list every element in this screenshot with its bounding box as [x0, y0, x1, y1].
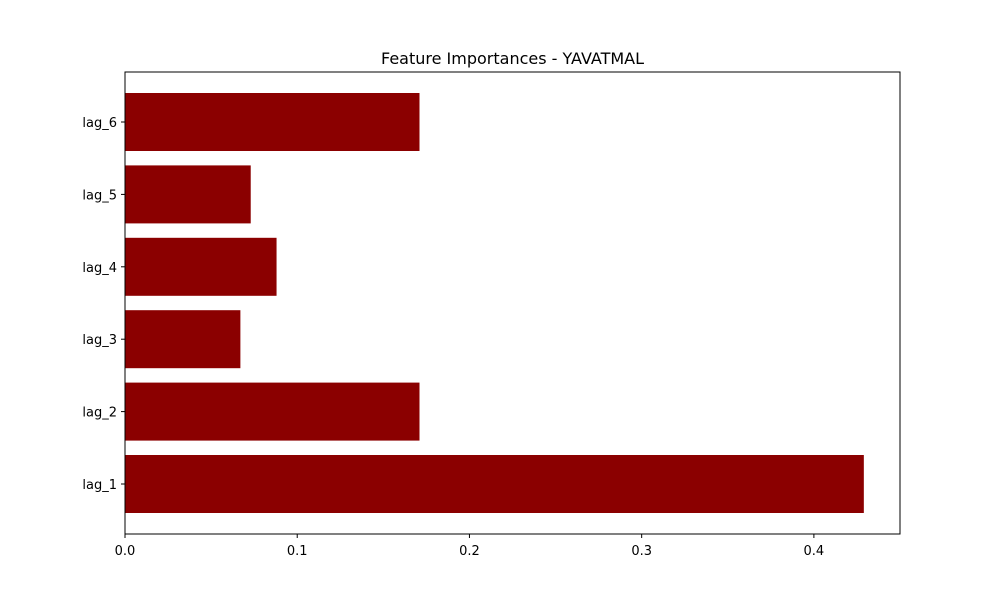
- bars-group: [125, 93, 864, 513]
- y-tick-label: lag_4: [82, 261, 117, 276]
- x-tick-label: 0.0: [115, 544, 136, 559]
- bar-lag_1: [125, 455, 864, 513]
- y-tick-label: lag_1: [82, 478, 117, 493]
- bar-lag_6: [125, 93, 420, 151]
- x-tick-label: 0.3: [631, 544, 652, 559]
- bar-lag_2: [125, 382, 420, 441]
- bar-lag_4: [125, 237, 277, 296]
- y-tick-label: lag_6: [82, 116, 117, 131]
- chart-title: Feature Importances - YAVATMAL: [381, 49, 644, 68]
- bar-lag_3: [125, 310, 241, 369]
- x-tick-label: 0.4: [804, 544, 825, 559]
- x-axis-ticks: 0.0 0.1 0.2 0.3 0.4: [115, 534, 825, 559]
- y-tick-label: lag_2: [82, 406, 117, 421]
- x-tick-label: 0.2: [459, 544, 480, 559]
- y-tick-label: lag_3: [82, 333, 117, 348]
- y-axis-ticks: lag_1 lag_2 lag_3 lag_4 lag_5 lag_6: [82, 116, 125, 493]
- y-tick-label: lag_5: [82, 188, 117, 203]
- bar-lag_5: [125, 165, 251, 224]
- plot-frame: [124, 71, 901, 535]
- x-tick-label: 0.1: [287, 544, 308, 559]
